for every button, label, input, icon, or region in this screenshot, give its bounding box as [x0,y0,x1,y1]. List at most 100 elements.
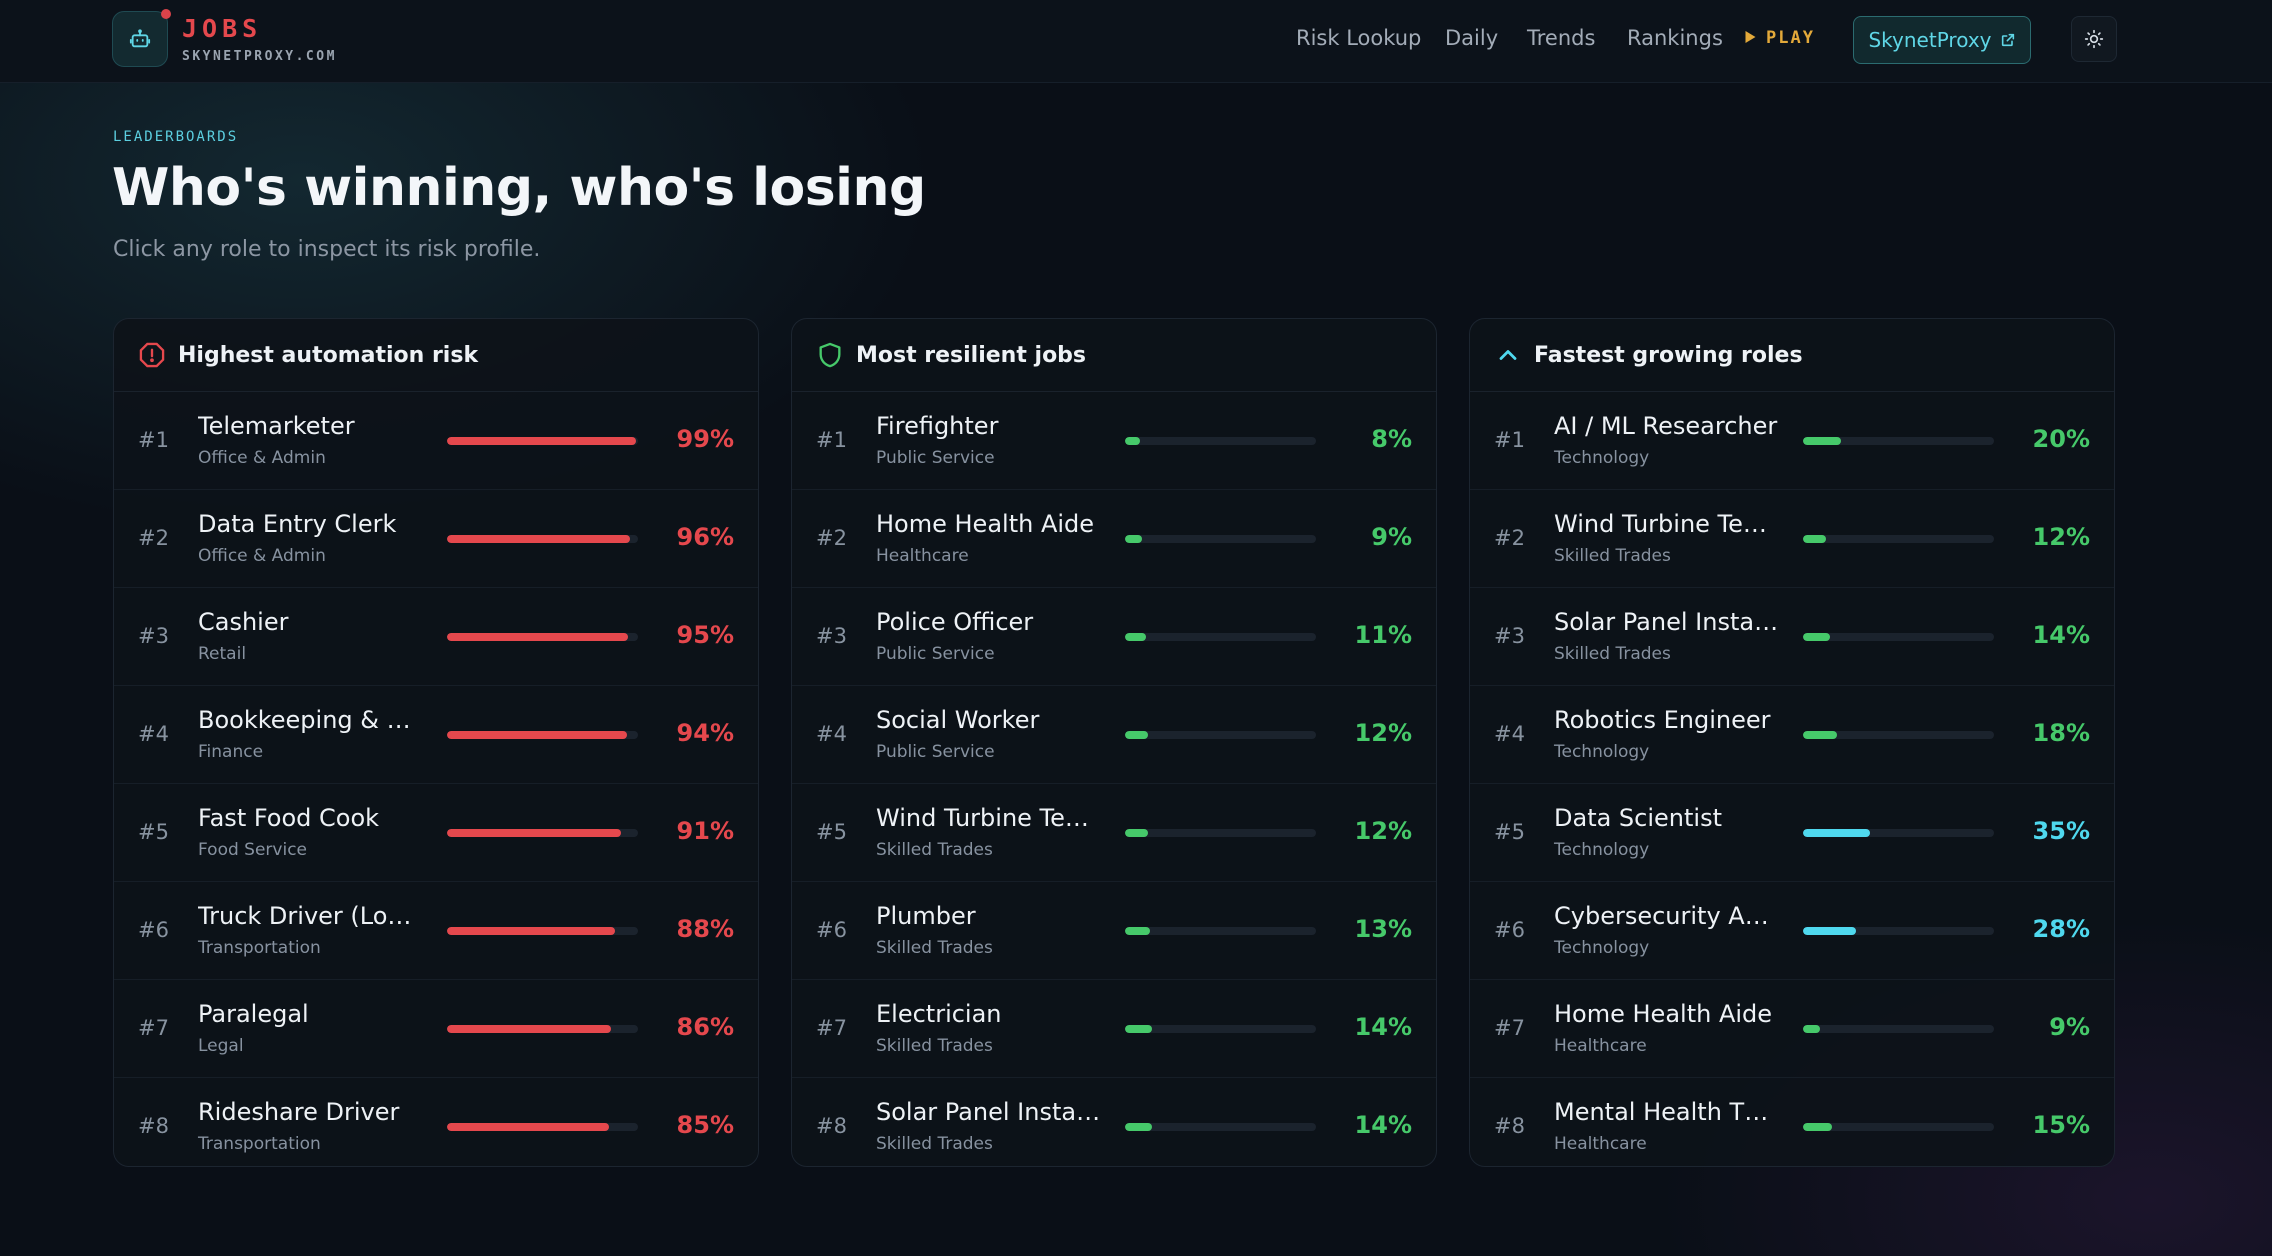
role-name: Robotics Engineer [1554,706,1771,734]
ranking-row[interactable]: #1 AI / ML Researcher Technology 20% [1470,392,2114,490]
score-bar-fill [447,633,629,641]
role-name: Police Officer [876,608,1034,636]
ranking-row[interactable]: #1 Firefighter Public Service 8% [792,392,1436,490]
score-percent: 9% [1371,523,1412,551]
role-name: Fast Food Cook [198,804,380,832]
rank-number: #6 [138,918,169,942]
ranking-row[interactable]: #2 Wind Turbine Tec… Skilled Trades 12% [1470,490,2114,588]
score-bar-track [1803,731,1994,739]
role-category: Finance [198,742,264,762]
score-bar-track [1803,535,1994,543]
role-name: Rideshare Driver [198,1098,400,1126]
role-category: Technology [1554,840,1650,860]
ranking-row[interactable]: #3 Police Officer Public Service 11% [792,588,1436,686]
nav-rankings[interactable]: Rankings [1627,26,1723,50]
ranking-row[interactable]: #4 Bookkeeping & Ac… Finance 94% [114,686,758,784]
ranking-row[interactable]: #7 Home Health Aide Healthcare 9% [1470,980,2114,1078]
theme-toggle-button[interactable] [2071,16,2117,62]
role-name: Plumber [876,902,976,930]
ranking-row[interactable]: #6 Cybersecurity Ana… Technology 28% [1470,882,2114,980]
ranking-list: #1 Telemarketer Office & Admin 99% #2 Data En… [114,392,758,1166]
ranking-row[interactable]: #7 Electrician Skilled Trades 14% [792,980,1436,1078]
role-category: Office & Admin [198,448,326,468]
nav-risk-lookup[interactable]: Risk Lookup [1296,26,1422,50]
skynetproxy-button[interactable]: SkynetProxy [1853,16,2031,64]
role-name: Truck Driver (Long… [198,902,424,930]
score-percent: 35% [2032,817,2090,845]
role-category: Skilled Trades [1554,644,1671,664]
score-bar-fill [1125,1123,1152,1131]
ranking-row[interactable]: #8 Rideshare Driver Transportation 85% [114,1078,758,1166]
role-name: Data Entry Clerk [198,510,397,538]
role-name: Paralegal [198,1000,309,1028]
rank-number: #1 [816,428,847,452]
card-highest-automation-risk: Highest automation risk #1 Telemarketer Of… [113,318,759,1167]
card-title: Most resilient jobs [856,342,1087,368]
ranking-row[interactable]: #2 Home Health Aide Healthcare 9% [792,490,1436,588]
score-bar-track [1803,829,1994,837]
score-bar-track [1125,927,1316,935]
ranking-row[interactable]: #8 Mental Health Th… Healthcare 15% [1470,1078,2114,1166]
card-header: Fastest growing roles [1470,319,2114,392]
ranking-row[interactable]: #4 Social Worker Public Service 12% [792,686,1436,784]
role-category: Legal [198,1036,244,1056]
role-category: Transportation [198,1134,321,1154]
role-name: Wind Turbine Tec… [1554,510,1780,538]
brand-title[interactable]: JOBS [182,14,263,43]
rank-number: #5 [816,820,847,844]
ranking-row[interactable]: #2 Data Entry Clerk Office & Admin 96% [114,490,758,588]
score-bar-track [447,437,638,445]
ranking-row[interactable]: #5 Data Scientist Technology 35% [1470,784,2114,882]
shield-icon [819,342,841,368]
role-name: Home Health Aide [876,510,1095,538]
score-percent: 12% [1354,817,1412,845]
role-name: Firefighter [876,412,999,440]
score-bar-fill [447,731,627,739]
ranking-row[interactable]: #3 Cashier Retail 95% [114,588,758,686]
role-category: Technology [1554,938,1650,958]
score-bar-fill [1803,731,1838,739]
ranking-row[interactable]: #7 Paralegal Legal 86% [114,980,758,1078]
card-most-resilient-jobs: Most resilient jobs #1 Firefighter Public … [791,318,1437,1167]
rank-number: #8 [1494,1114,1525,1138]
role-category: Skilled Trades [876,1036,993,1056]
page-subtitle: Click any role to inspect its risk profi… [113,237,541,262]
ranking-row[interactable]: #5 Wind Turbine Tec… Skilled Trades 12% [792,784,1436,882]
score-bar-track [1125,829,1316,837]
play-link[interactable]: PLAY [1745,28,1815,48]
ranking-row[interactable]: #1 Telemarketer Office & Admin 99% [114,392,758,490]
score-percent: 20% [2032,425,2090,453]
role-name: Cybersecurity Ana… [1554,902,1780,930]
rank-number: #4 [138,722,169,746]
role-name: Telemarketer [198,412,355,440]
score-bar-track [1125,1025,1316,1033]
score-percent: 11% [1354,621,1412,649]
score-bar-fill [1125,535,1143,543]
ranking-row[interactable]: #6 Plumber Skilled Trades 13% [792,882,1436,980]
nav-daily[interactable]: Daily [1445,26,1499,50]
score-percent: 96% [676,523,734,551]
role-name: Cashier [198,608,289,636]
nav-trends[interactable]: Trends [1527,26,1596,50]
rank-number: #5 [138,820,169,844]
role-category: Skilled Trades [876,840,993,860]
score-bar-fill [447,829,621,837]
score-percent: 91% [676,817,734,845]
score-percent: 18% [2032,719,2090,747]
score-bar-track [1803,1025,1994,1033]
ranking-row[interactable]: #6 Truck Driver (Long… Transportation 88% [114,882,758,980]
score-percent: 12% [2032,523,2090,551]
rank-number: #4 [1494,722,1525,746]
ranking-row[interactable]: #3 Solar Panel Installer Skilled Trades 14% [1470,588,2114,686]
ranking-row[interactable]: #8 Solar Panel Installer Skilled Trades 14% [792,1078,1436,1166]
ranking-row[interactable]: #5 Fast Food Cook Food Service 91% [114,784,758,882]
rank-number: #7 [816,1016,847,1040]
score-percent: 9% [2049,1013,2090,1041]
play-label: PLAY [1766,28,1815,48]
score-bar-fill [447,1025,612,1033]
score-bar-track [1803,1123,1994,1131]
logo-button[interactable] [112,9,171,67]
ranking-row[interactable]: #4 Robotics Engineer Technology 18% [1470,686,2114,784]
role-name: Home Health Aide [1554,1000,1773,1028]
score-percent: 28% [2032,915,2090,943]
